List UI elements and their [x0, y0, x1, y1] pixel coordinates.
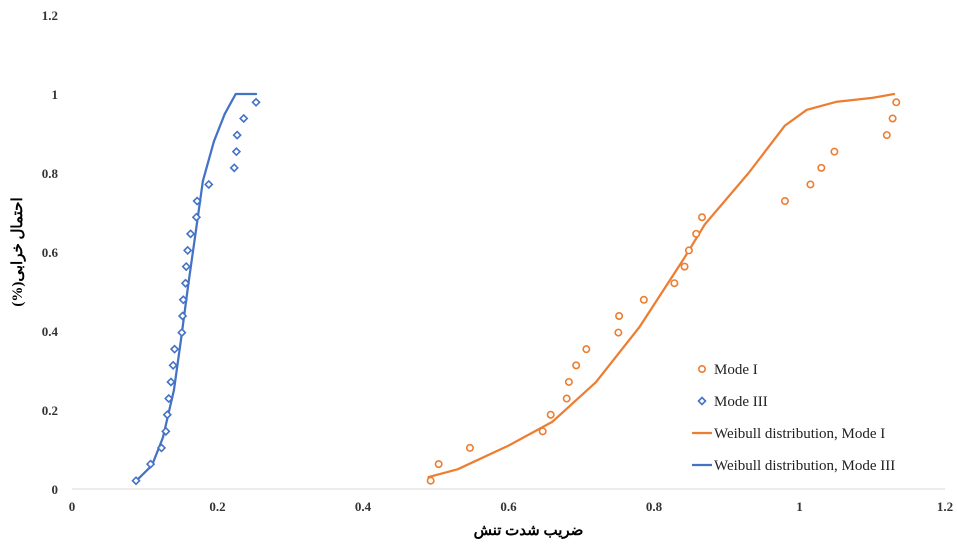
data-point	[181, 261, 191, 272]
series-line	[427, 92, 896, 479]
data-point	[692, 229, 701, 238]
data-point	[564, 377, 573, 386]
data-point	[614, 328, 623, 337]
data-point	[562, 394, 571, 403]
data-point	[161, 426, 171, 436]
data-point	[888, 114, 897, 123]
data-point	[892, 98, 901, 107]
data-point	[615, 311, 624, 320]
series-line	[134, 92, 258, 483]
legend-diamond-swatch	[697, 396, 707, 406]
legend-label: Mode I	[714, 362, 758, 378]
data-point	[239, 113, 249, 124]
data-point	[538, 427, 547, 436]
x-tick-label: 0.6	[500, 499, 517, 514]
data-point	[177, 311, 188, 321]
data-point	[830, 147, 839, 156]
data-point	[164, 393, 174, 404]
data-point	[882, 131, 891, 140]
y-tick-label: 1.2	[42, 8, 58, 23]
data-point	[817, 163, 826, 172]
data-point	[231, 147, 242, 157]
y-tick-label: 0.8	[42, 166, 59, 181]
y-tick-label: 1	[52, 87, 59, 102]
series-points	[131, 97, 901, 486]
y-tick-label: 0.2	[42, 403, 58, 418]
data-point	[806, 180, 815, 189]
y-tick-label: 0	[52, 482, 59, 497]
legend-item: Weibull distribution, Mode III	[692, 458, 895, 474]
x-tick-label: 1.2	[937, 499, 953, 514]
legend-label: Mode III	[714, 394, 768, 410]
data-point	[192, 196, 202, 206]
y-tick-label: 0.6	[42, 245, 59, 260]
data-point	[169, 344, 180, 354]
legend-item: Weibull distribution, Mode I	[692, 426, 885, 442]
y-tick-label: 0.4	[42, 324, 59, 339]
x-tick-label: 0.2	[209, 499, 225, 514]
data-point	[178, 295, 188, 305]
data-point	[229, 163, 239, 173]
legend: Mode I Mode III Weibull distribution, Mode…	[692, 362, 895, 474]
data-point	[166, 377, 176, 387]
data-point	[684, 246, 693, 255]
data-point	[698, 213, 707, 222]
x-axis-title: ضریب شدت تنش	[474, 523, 584, 539]
data-point	[465, 443, 474, 452]
data-point	[183, 245, 193, 256]
series-lines	[134, 92, 896, 483]
data-point	[434, 460, 443, 469]
data-point	[180, 278, 191, 288]
data-point	[251, 97, 261, 107]
x-tick-label: 0.4	[355, 499, 372, 514]
data-point	[639, 295, 648, 304]
data-point	[680, 262, 689, 271]
data-point	[204, 179, 214, 190]
data-point	[162, 410, 172, 420]
data-point	[156, 443, 167, 453]
legend-item: Mode III	[697, 394, 768, 410]
data-point	[177, 327, 187, 338]
data-point	[185, 229, 196, 239]
data-point	[145, 459, 156, 469]
legend-circle-swatch	[697, 364, 706, 373]
data-point	[426, 476, 435, 485]
x-tick-label: 0.8	[646, 499, 663, 514]
x-tick-label: 0	[69, 499, 76, 514]
legend-label: Weibull distribution, Mode III	[714, 458, 895, 474]
data-point	[582, 345, 591, 354]
legend-item: Mode I	[697, 362, 758, 378]
data-point	[232, 130, 242, 140]
data-point	[191, 212, 202, 222]
legend-label: Weibull distribution, Mode I	[714, 426, 885, 442]
data-point	[572, 361, 581, 370]
data-point	[131, 476, 141, 486]
y-axis-title: احتمال خرابی(%)	[10, 197, 26, 306]
x-tick-label: 1	[796, 499, 803, 514]
data-point	[546, 410, 555, 419]
data-point	[168, 360, 178, 370]
data-point	[670, 279, 679, 288]
data-point	[780, 197, 789, 206]
tick-labels: 0 0.2 0.4 0.6 0.8 1 1.2 0 0.2 0.4 0.6 0.8 1 1.2	[42, 8, 953, 514]
